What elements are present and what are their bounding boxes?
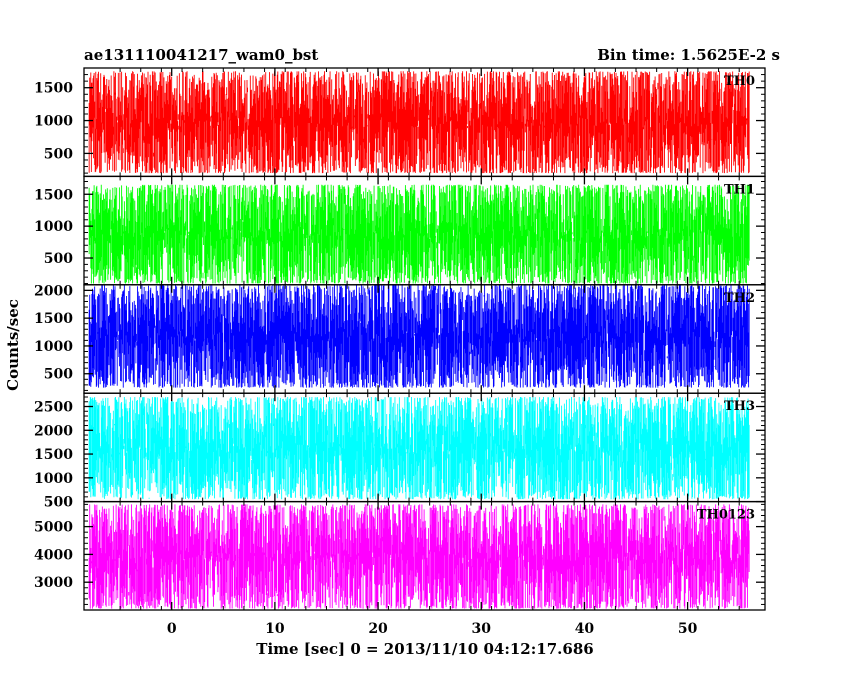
y-tick-label: 3000 [34,575,73,591]
x-axis: 0 10 20 30 40 50 [167,621,698,637]
y-tick-label: 1000 [34,219,73,235]
y-tick-label: 2500 [34,400,73,416]
y-tick-label: 500 [44,367,73,383]
y-tick-label: 1000 [34,114,73,130]
y-tick-label: 1500 [34,187,73,203]
y-tick-label: 1500 [34,447,73,463]
y-tick-label: 2000 [34,283,73,299]
y-tick-label: 2000 [34,423,73,439]
y-tick-label: 500 [44,146,73,162]
x-tick-label: 40 [575,621,595,637]
y-tick-label: 5000 [34,520,73,536]
y-tick-label: 1000 [34,339,73,355]
x-tick-label: 50 [678,621,698,637]
y-tick-label: 1500 [34,311,73,327]
series-th0123-line [88,504,750,609]
x-axis-label: Time [sec] 0 = 2013/11/10 04:12:17.686 [256,640,593,658]
y-tick-label: 4000 [34,547,73,563]
panel-label-th2: TH2 [724,291,755,306]
series-th0-line [88,71,750,174]
panel-label-th0: TH0 [724,74,755,89]
panel-label-th1: TH1 [724,182,755,197]
panel-th2: 500 1000 1500 2000 TH2 [34,283,766,394]
x-tick-label: 20 [368,621,388,637]
panel-label-th3: TH3 [724,399,755,414]
y-tick-label: 1500 [34,81,73,97]
series-th2-line [88,285,750,388]
panel-th3: 500 1000 1500 2000 2500 TH3 [34,392,766,511]
y-axis-label: Counts/sec [4,299,22,391]
x-tick-label: 0 [167,621,177,637]
series-th1-line [88,184,750,284]
panel-label-th0123: TH0123 [697,508,755,523]
y-tick-label: 500 [44,495,73,511]
panels-group: 500 1000 1500 TH0 500 1000 1500 TH1 500 1000 1500 2… [34,67,766,611]
bin-time-label: Bin time: 1.5625E-2 s [597,46,780,64]
panel-th0123: 3000 4000 5000 TH0123 [34,500,766,611]
panel-frame [83,500,766,611]
chart-title: ae131110041217_wam0_bst [84,46,318,64]
y-tick-label: 500 [44,251,73,267]
panel-th1: 500 1000 1500 TH1 [34,175,766,286]
series-th3-line [88,397,750,500]
x-tick-label: 10 [265,621,285,637]
panel-th0: 500 1000 1500 TH0 [34,67,766,178]
x-tick-label: 30 [472,621,492,637]
y-tick-label: 1000 [34,471,73,487]
